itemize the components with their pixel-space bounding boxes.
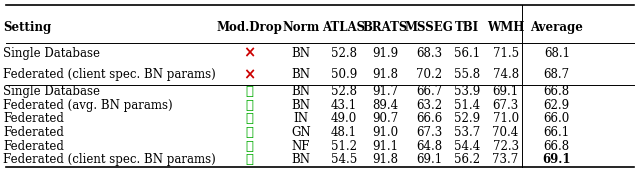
Text: 73.7: 73.7 [492,153,519,166]
Text: 53.9: 53.9 [454,85,481,98]
Text: NF: NF [292,140,310,153]
Text: 52.9: 52.9 [454,113,480,125]
Text: 43.1: 43.1 [331,99,357,112]
Text: Federated (client spec. BN params): Federated (client spec. BN params) [3,153,216,166]
Text: 54.5: 54.5 [331,153,357,166]
Text: 48.1: 48.1 [331,126,357,139]
Text: BN: BN [291,99,310,112]
Text: 51.4: 51.4 [454,99,480,112]
Text: Federated: Federated [3,113,64,125]
Text: 66.7: 66.7 [416,85,442,98]
Text: 91.8: 91.8 [372,153,399,166]
Text: Single Database: Single Database [3,85,100,98]
Text: 52.8: 52.8 [331,85,357,98]
Text: 63.2: 63.2 [416,99,442,112]
Text: 68.1: 68.1 [544,47,570,60]
Text: 71.0: 71.0 [493,113,518,125]
Text: ✓: ✓ [246,153,253,166]
Text: 89.4: 89.4 [372,99,399,112]
Text: 67.3: 67.3 [492,99,519,112]
Text: 69.1: 69.1 [416,153,442,166]
Text: Federated (client spec. BN params): Federated (client spec. BN params) [3,68,216,81]
Text: 74.8: 74.8 [493,68,518,81]
Text: 66.8: 66.8 [544,140,570,153]
Text: $\boldsymbol{\times}$: $\boldsymbol{\times}$ [243,67,256,82]
Text: 64.8: 64.8 [416,140,442,153]
Text: 69.1: 69.1 [543,153,571,166]
Text: ✓: ✓ [246,113,253,125]
Text: 70.4: 70.4 [492,126,519,139]
Text: 69.1: 69.1 [493,85,518,98]
Text: 66.8: 66.8 [544,85,570,98]
Text: 91.9: 91.9 [372,47,399,60]
Text: 67.3: 67.3 [416,126,442,139]
Text: TBI: TBI [455,21,479,34]
Text: 62.9: 62.9 [544,99,570,112]
Text: 51.2: 51.2 [331,140,357,153]
Text: $\boldsymbol{\times}$: $\boldsymbol{\times}$ [243,46,256,61]
Text: ✓: ✓ [246,126,253,139]
Text: ✓: ✓ [246,85,253,98]
Text: BN: BN [291,85,310,98]
Text: 53.7: 53.7 [454,126,481,139]
Text: ✓: ✓ [246,99,253,112]
Text: 52.8: 52.8 [331,47,357,60]
Text: 66.0: 66.0 [543,113,570,125]
Text: BN: BN [291,153,310,166]
Text: 55.8: 55.8 [454,68,480,81]
Text: 50.9: 50.9 [331,68,357,81]
Text: Setting: Setting [3,21,51,34]
Text: 68.7: 68.7 [544,68,570,81]
Text: ATLAS: ATLAS [323,21,365,34]
Text: BRATS: BRATS [363,21,408,34]
Text: Average: Average [531,21,583,34]
Text: 49.0: 49.0 [331,113,357,125]
Text: BN: BN [291,68,310,81]
Text: Norm: Norm [282,21,319,34]
Text: 72.3: 72.3 [493,140,518,153]
Text: WMH: WMH [487,21,524,34]
Text: Federated: Federated [3,126,64,139]
Text: 56.2: 56.2 [454,153,480,166]
Text: 66.1: 66.1 [544,126,570,139]
Text: 70.2: 70.2 [416,68,442,81]
Text: Federated (avg. BN params): Federated (avg. BN params) [3,99,173,112]
Text: ✓: ✓ [246,140,253,153]
Text: Single Database: Single Database [3,47,100,60]
Text: 91.8: 91.8 [372,68,399,81]
Text: 66.6: 66.6 [416,113,442,125]
Text: Mod.Drop: Mod.Drop [217,21,282,34]
Text: 56.1: 56.1 [454,47,480,60]
Text: 71.5: 71.5 [493,47,518,60]
Text: 91.7: 91.7 [372,85,399,98]
Text: 90.7: 90.7 [372,113,399,125]
Text: MSSEG: MSSEG [404,21,454,34]
Text: GN: GN [291,126,310,139]
Text: IN: IN [293,113,308,125]
Text: Federated: Federated [3,140,64,153]
Text: 68.3: 68.3 [416,47,442,60]
Text: 91.1: 91.1 [372,140,399,153]
Text: BN: BN [291,47,310,60]
Text: 91.0: 91.0 [372,126,399,139]
Text: 54.4: 54.4 [454,140,481,153]
